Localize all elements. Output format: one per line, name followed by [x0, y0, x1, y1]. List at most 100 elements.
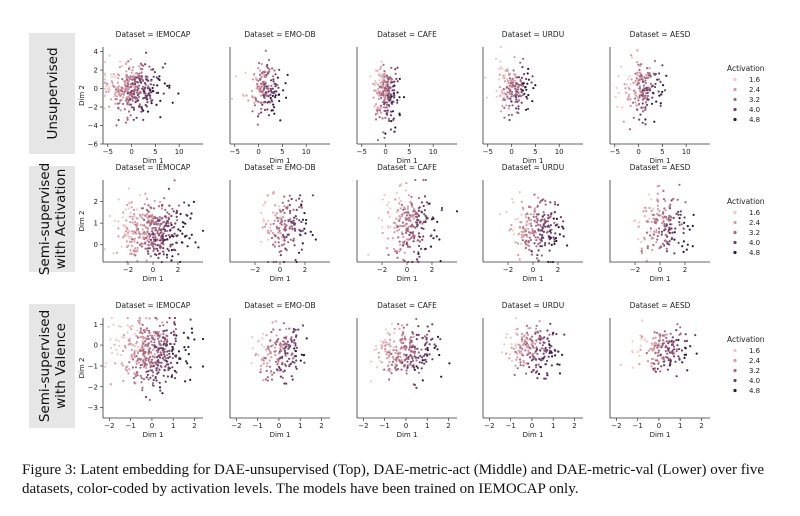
data-point [262, 332, 265, 335]
data-point [426, 333, 429, 336]
data-point [677, 241, 680, 244]
data-point [681, 361, 684, 364]
data-point [662, 357, 665, 360]
data-point [149, 83, 152, 86]
legend-title: Activation [727, 64, 765, 73]
data-point [413, 345, 416, 348]
data-point [125, 78, 128, 81]
data-point [385, 341, 388, 344]
data-point [167, 222, 170, 225]
data-point [534, 342, 537, 345]
data-point [282, 322, 285, 325]
data-point [547, 340, 551, 343]
data-point [538, 357, 541, 360]
data-point [537, 249, 540, 252]
data-point [109, 73, 112, 76]
data-point [257, 67, 260, 70]
data-point [544, 346, 547, 350]
data-point [658, 336, 661, 339]
data-point [666, 235, 669, 238]
data-point [635, 104, 638, 107]
data-point [543, 336, 546, 339]
data-point [262, 220, 266, 223]
data-point [179, 229, 182, 232]
data-point [144, 63, 147, 66]
data-point [525, 88, 528, 91]
data-point [548, 344, 551, 347]
data-point [127, 80, 130, 83]
x-tick-label: 0 [531, 266, 535, 274]
data-point [397, 323, 400, 326]
data-point [638, 71, 641, 74]
data-point [529, 337, 532, 340]
panel-title: Dataset = CAFE [377, 163, 437, 172]
data-point [538, 238, 542, 241]
data-point [525, 362, 528, 365]
data-point [135, 334, 138, 337]
data-point [145, 366, 148, 369]
row-label-box [29, 166, 75, 272]
data-point [148, 221, 151, 224]
data-point [111, 81, 114, 84]
data-point [655, 241, 658, 244]
data-point [186, 245, 189, 248]
data-point [114, 88, 117, 91]
data-point [683, 353, 686, 356]
data-point [138, 72, 141, 75]
data-point [632, 81, 635, 84]
data-point [144, 340, 147, 343]
data-point [402, 326, 405, 329]
data-point [154, 226, 157, 229]
data-point [293, 361, 296, 364]
data-point [291, 228, 294, 231]
data-point [682, 240, 686, 243]
data-point [640, 240, 643, 244]
data-point [549, 322, 552, 325]
data-point [105, 362, 108, 365]
data-point [409, 231, 412, 234]
data-point [532, 345, 535, 348]
data-point [121, 216, 124, 219]
data-point [661, 64, 664, 67]
data-point [546, 374, 549, 377]
data-point [646, 97, 649, 100]
data-point [378, 116, 381, 119]
data-point [525, 224, 528, 227]
data-point [540, 254, 544, 257]
data-point [264, 378, 267, 381]
data-point [398, 240, 401, 243]
data-point [122, 333, 125, 337]
data-point [170, 375, 173, 378]
data-point [260, 211, 263, 214]
data-point [112, 323, 115, 326]
data-point [119, 109, 122, 112]
data-point [169, 342, 172, 346]
data-point [533, 208, 536, 211]
data-point [165, 338, 169, 341]
data-point [436, 335, 440, 338]
data-point [689, 345, 692, 348]
data-point [156, 219, 159, 222]
data-point [119, 99, 122, 102]
data-point [253, 104, 257, 107]
data-point [166, 354, 169, 357]
data-point [553, 242, 556, 245]
data-point [396, 218, 399, 221]
legend-marker [733, 388, 737, 393]
data-point [141, 344, 144, 347]
data-point [509, 336, 513, 339]
data-point [163, 329, 166, 332]
data-point [278, 217, 281, 220]
data-point [285, 345, 288, 348]
data-point [128, 240, 131, 243]
data-point [262, 345, 265, 348]
data-point [270, 378, 274, 381]
x-tick-label: 10 [429, 148, 438, 156]
data-point [644, 81, 647, 85]
legend-label: 1.6 [749, 76, 761, 84]
data-point [187, 353, 190, 356]
data-point [103, 95, 107, 98]
data-point [519, 358, 522, 361]
data-point [398, 96, 401, 99]
